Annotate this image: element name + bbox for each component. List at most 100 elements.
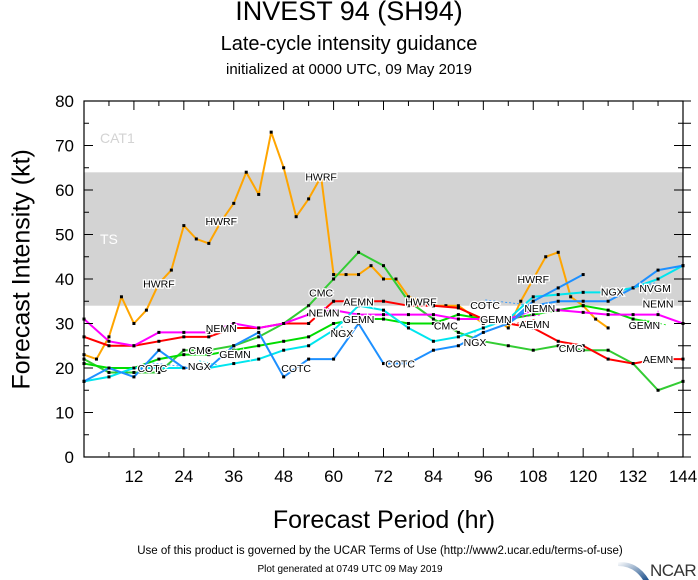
data-point [282, 339, 286, 343]
data-point [581, 304, 585, 308]
x-tick-label: 132 [619, 467, 647, 486]
data-point [232, 322, 236, 325]
data-point [232, 344, 236, 348]
series-label: AEMN [519, 319, 549, 331]
x-axis-label: Forecast Period (hr) [272, 506, 496, 534]
data-point [406, 304, 410, 308]
chart-title: INVEST 94 (SH94) [235, 0, 463, 26]
data-point [307, 313, 311, 317]
data-point [569, 295, 573, 299]
data-point [382, 264, 385, 268]
data-point [382, 299, 385, 303]
data-point [319, 175, 323, 179]
data-point [631, 362, 635, 366]
data-point [431, 304, 435, 308]
x-tick-label: 72 [374, 467, 393, 486]
data-point [182, 224, 186, 228]
data-point [382, 313, 385, 317]
data-point [332, 273, 336, 277]
series-label: HWRF [206, 216, 238, 228]
data-point [481, 326, 485, 330]
data-point [581, 348, 585, 352]
data-point [431, 339, 435, 343]
data-point [282, 348, 286, 352]
data-point [506, 322, 510, 325]
band-cat1 [84, 101, 683, 173]
data-point [157, 339, 161, 343]
data-point [357, 322, 361, 325]
series-label: HWRF [405, 296, 437, 308]
y-tick-label: 80 [55, 92, 74, 111]
data-point [144, 308, 148, 312]
y-tick-label: 0 [65, 448, 74, 467]
series-label: CMC [559, 343, 583, 355]
data-point [269, 130, 273, 134]
data-point [431, 322, 435, 325]
data-point [406, 326, 410, 330]
data-point [606, 313, 610, 317]
series-line [83, 131, 609, 361]
series-label: NEMN [524, 303, 555, 315]
y-tick-label: 70 [55, 137, 74, 156]
data-point [406, 322, 410, 325]
data-point [369, 264, 373, 268]
data-point [382, 308, 385, 312]
data-point [357, 317, 361, 321]
data-point [194, 237, 198, 241]
data-point [357, 299, 361, 303]
series-nemn [82, 308, 685, 348]
band-label-cat1: CAT1 [100, 130, 135, 146]
data-point [207, 348, 211, 352]
data-point [332, 277, 336, 281]
data-point [332, 308, 336, 312]
x-tick-label: 36 [224, 467, 243, 486]
data-point [332, 328, 336, 332]
data-point [307, 344, 311, 348]
data-point [344, 273, 348, 277]
data-point [581, 273, 585, 277]
data-point [456, 317, 460, 321]
data-point [282, 375, 286, 379]
data-point [332, 299, 336, 303]
y-tick-label: 60 [55, 181, 74, 200]
data-point [456, 335, 460, 339]
data-point [531, 304, 535, 308]
data-point [481, 317, 485, 321]
data-point [357, 313, 361, 317]
data-point [244, 170, 248, 174]
initialized-time: initialized at 0000 UTC, 09 May 2019 [226, 61, 472, 78]
data-point [332, 357, 336, 361]
data-point [357, 250, 361, 254]
data-point [556, 308, 560, 312]
data-point [481, 330, 485, 334]
series-label: HWRF [143, 278, 175, 290]
data-point [207, 335, 211, 339]
data-point [157, 281, 161, 285]
data-point [157, 348, 161, 352]
data-point [169, 268, 173, 272]
data-point [556, 339, 560, 343]
series-label: HWRF [305, 172, 337, 184]
data-point [606, 299, 610, 303]
data-point [257, 344, 261, 348]
data-point [531, 313, 535, 317]
data-point [531, 348, 535, 352]
data-point [631, 313, 635, 317]
series-label: NVGM [639, 283, 671, 295]
data-point [157, 366, 161, 370]
data-point [556, 293, 560, 297]
series-line [507, 264, 684, 325]
data-point [207, 241, 211, 245]
data-point [531, 299, 535, 303]
data-point [357, 304, 361, 308]
data-point [581, 290, 585, 294]
series-line [83, 304, 659, 369]
series-hwrf [82, 130, 610, 361]
data-point [556, 286, 560, 290]
data-point [307, 197, 311, 201]
data-point [207, 366, 211, 370]
data-point [394, 277, 398, 281]
x-tick-label: 144 [669, 467, 697, 486]
data-point [207, 353, 211, 357]
data-point [107, 339, 111, 343]
